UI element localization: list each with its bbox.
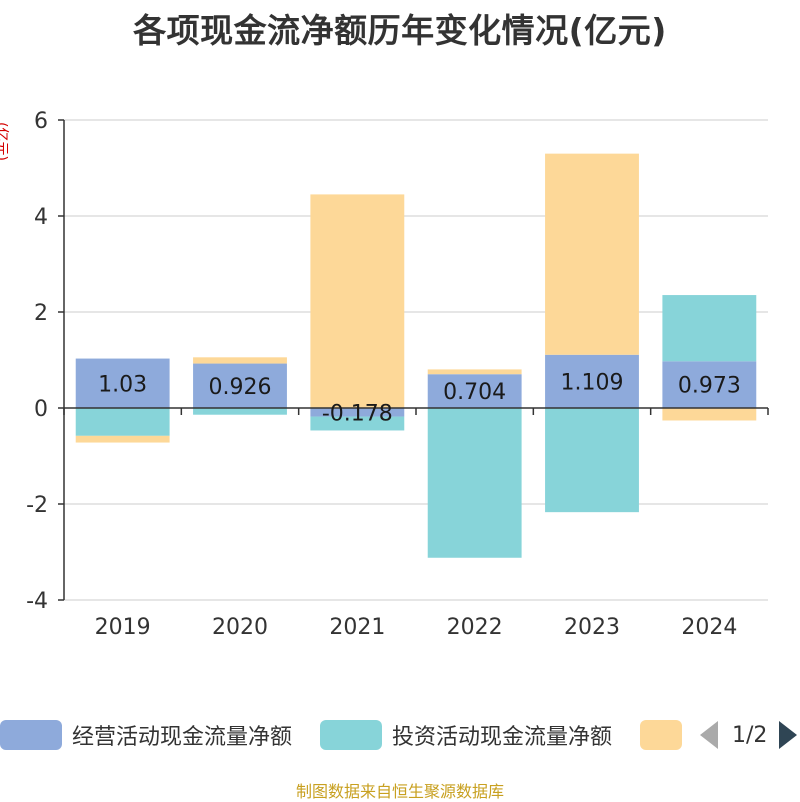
legend-swatch-operating [0, 720, 62, 750]
x-tick-label: 2024 [681, 615, 737, 640]
legend-item-investing[interactable]: 投资活动现金流量净额 [320, 718, 612, 752]
legend-item-operating[interactable]: 经营活动现金流量净额 [0, 718, 292, 752]
x-tick-label: 2022 [447, 615, 503, 640]
x-tick-label: 2021 [329, 615, 385, 640]
bar-2021-series-2 [310, 194, 405, 408]
axes: -4 -2 0 2 4 6 2019 2020 2021 2022 2023 2024 [26, 109, 769, 640]
legend-label-operating: 经营活动现金流量净额 [72, 725, 293, 750]
chart-canvas: -4 -2 0 2 4 6 2019 2020 2021 2022 2023 2024 1.03 0.9… [26, 109, 769, 640]
y-tick-label: -2 [26, 493, 48, 518]
y-tick-label: 4 [34, 205, 48, 230]
legend-pager: 1/2 [700, 718, 798, 752]
bar-2023-series-1 [545, 408, 639, 513]
data-label-operating: 0.926 [209, 375, 272, 400]
x-tick-label: 2019 [95, 615, 151, 640]
x-tick-label: 2023 [564, 615, 620, 640]
bar-2024-series-0 [662, 361, 757, 408]
y-tick-label: -4 [26, 589, 48, 614]
data-label-operating: 1.03 [98, 372, 147, 397]
bar-2023-series-2 [545, 153, 639, 355]
bar-2024-series-2 [662, 408, 757, 421]
bar-2020-series-1 [193, 408, 287, 415]
bar-2022-series-0 [427, 374, 522, 408]
y-tick-label: 2 [34, 301, 48, 326]
y-tick-label: 0 [34, 397, 48, 422]
legend-label-investing: 投资活动现金流量净额 [392, 725, 613, 750]
bar-2022-series-1 [427, 408, 522, 558]
bar-2019-series-0 [75, 358, 170, 408]
bar-2022-series-2 [427, 369, 522, 375]
legend-next-page-icon[interactable] [779, 721, 798, 749]
data-label-operating: 0.973 [678, 374, 741, 399]
data-labels: 1.03 0.926 -0.178 0.704 1.109 0.973 [98, 370, 741, 426]
bar-2019-series-2 [75, 435, 170, 443]
bar-2019-series-1 [75, 408, 170, 436]
data-label-operating: -0.178 [322, 401, 393, 426]
bar-2020-series-0 [193, 363, 287, 408]
y-tick-label: 6 [34, 109, 48, 134]
legend-page-indicator: 1/2 [732, 722, 768, 748]
bar-2023-series-0 [545, 354, 639, 408]
legend-swatch-investing [320, 720, 382, 750]
x-tick-label: 2020 [212, 615, 268, 640]
chart-title: 各项现金流净额历年变化情况(亿元) [133, 11, 667, 50]
data-label-operating: 1.109 [561, 370, 624, 395]
data-label-operating: 0.704 [443, 380, 506, 405]
legend-swatch-financing [640, 720, 682, 750]
bar-2024-series-1 [662, 295, 757, 362]
legend-prev-page-icon[interactable] [700, 721, 718, 749]
data-source-note: 制图数据来自恒生聚源数据库 [295, 782, 504, 801]
bar-2021-series-1 [310, 416, 405, 431]
bar-2021-series-0 [310, 408, 405, 417]
bar-2020-series-2 [193, 357, 287, 364]
legend-item-financing[interactable] [640, 718, 682, 752]
bar-marks [75, 153, 757, 558]
